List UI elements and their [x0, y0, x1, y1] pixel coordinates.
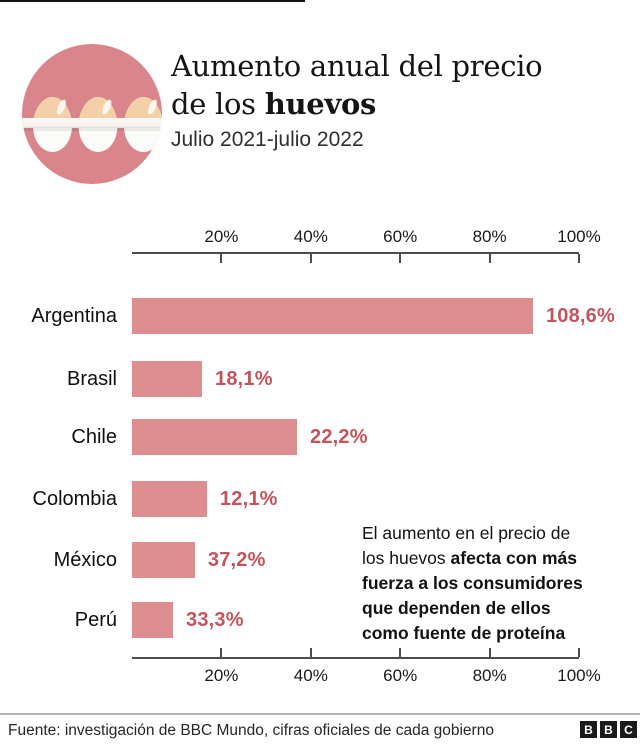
bar-row: Chile 22,2% — [0, 419, 640, 455]
axis-tick-label: 20% — [204, 666, 239, 685]
axis-tick-label: 100% — [557, 666, 601, 685]
source-credit: Fuente: investigación de BBC Mundo, cifr… — [8, 722, 494, 739]
axis-tick-label: 20% — [204, 227, 239, 246]
egg-highlights — [57, 99, 157, 115]
bar-value-label: 12,1% — [219, 487, 278, 510]
bar-value-label: 37,2% — [207, 548, 266, 571]
footer-divider — [0, 713, 640, 715]
header: Aumento anual del precio de los huevos Ju… — [171, 47, 543, 152]
category-label: Chile — [71, 425, 117, 448]
bar-row: Argentina 108,6% — [0, 298, 640, 334]
bar-value-label: 33,3% — [186, 608, 244, 631]
bar — [132, 602, 174, 638]
category-label: México — [53, 548, 117, 571]
bar-value-label: 18,1% — [215, 367, 273, 390]
axis-tick-label: 80% — [472, 666, 507, 685]
bbc-logo-block: C — [620, 721, 637, 738]
axis-tick-label: 80% — [472, 227, 507, 246]
bar-row: México 37,2% — [0, 542, 640, 578]
bar — [132, 361, 203, 397]
bar-row: Colombia 12,1% — [0, 481, 640, 517]
chart-subtitle: Julio 2021-julio 2022 — [171, 128, 364, 151]
egg-carton-icon — [22, 44, 162, 184]
top-rule — [0, 0, 305, 2]
bar-row: Perú 33,3% — [0, 602, 640, 638]
bbc-logo-block: B — [600, 721, 617, 738]
axis-line — [132, 252, 579, 254]
bbc-logo: B B C — [580, 721, 637, 738]
bar — [132, 419, 298, 455]
axis-line — [132, 657, 579, 659]
category-label: Perú — [74, 608, 117, 631]
carton-tray — [22, 118, 162, 128]
page-title: Aumento anual del precio de los huevos — [171, 49, 543, 121]
category-label: Argentina — [31, 304, 117, 327]
category-label: Colombia — [32, 487, 117, 510]
category-label: Brasil — [66, 367, 117, 390]
axis-tick-label: 40% — [293, 227, 328, 246]
bar-value-label: 22,2% — [310, 425, 368, 448]
bbc-logo-block: B — [580, 721, 597, 738]
bar-row: Brasil 18,1% — [0, 361, 640, 397]
axis-tick-label: 40% — [293, 666, 328, 685]
bar — [132, 542, 195, 578]
axis-tick-label: 100% — [557, 227, 601, 246]
annotation-text: El aumento en el precio de los huevos af… — [362, 523, 583, 643]
bar — [132, 298, 533, 334]
axis-tick-label: 60% — [383, 666, 418, 685]
bar-value-label: 108,6% — [545, 304, 615, 327]
axis-tick-label: 60% — [383, 227, 418, 246]
bar — [132, 481, 207, 517]
